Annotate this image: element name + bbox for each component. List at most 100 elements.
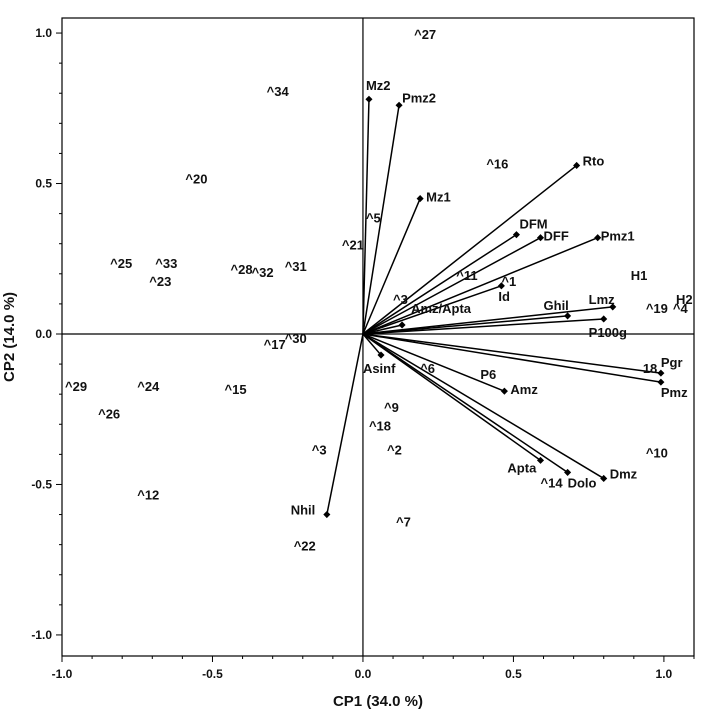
variable-label: Pmz1 <box>601 229 635 244</box>
vector-apta <box>362 333 541 461</box>
vector-tip-marker <box>657 369 665 377</box>
observation-label: ^18 <box>369 418 391 433</box>
vector-amz <box>362 333 505 392</box>
vector-tip-marker <box>497 282 505 290</box>
observation-label: ^19 <box>646 301 668 316</box>
variable-label: Dolo <box>568 475 597 490</box>
vector-pmz2 <box>362 105 400 335</box>
vector-pgr <box>362 333 661 374</box>
variable-label: H2 <box>676 292 693 307</box>
observation-label: ^10 <box>646 445 668 460</box>
observation-label: ^17 <box>264 337 286 352</box>
observation-label: ^29 <box>65 379 87 394</box>
variable-label: Rto <box>583 153 605 168</box>
vector-id <box>362 285 502 335</box>
vector-tip-marker <box>500 387 508 395</box>
observation-label: ^31 <box>285 259 307 274</box>
variable-label: Id <box>498 289 510 304</box>
vector-tip-marker <box>536 456 545 464</box>
x-axis-title: CP1 (34.0 %) <box>333 693 423 710</box>
observation-label: ^12 <box>137 488 159 503</box>
variable-label: P6 <box>480 367 496 382</box>
y-tick-label: 0.0 <box>35 327 52 341</box>
vector-nhil <box>326 333 364 515</box>
y-tick-label: 0.5 <box>35 177 52 191</box>
vector-tip-marker <box>573 161 581 169</box>
observation-label: ^6 <box>420 361 435 376</box>
vector-tip-marker <box>512 231 520 239</box>
observation-label: ^3 <box>393 292 408 307</box>
vector-pmz1 <box>362 236 598 335</box>
observation-label: ^32 <box>252 265 274 280</box>
vector-tip-marker <box>398 321 406 329</box>
variable-label: Ghil <box>544 298 569 313</box>
observation-label: ^14 <box>541 475 564 490</box>
observation-label: ^30 <box>285 331 307 346</box>
x-tick-label: -1.0 <box>52 667 73 681</box>
variable-label: Nhil <box>291 503 316 518</box>
observation-label: ^7 <box>396 515 411 530</box>
variable-label: Lmz <box>589 292 616 307</box>
vector-tip-marker <box>594 234 602 242</box>
variable-label: Amz <box>510 382 538 397</box>
observation-label: ^5 <box>366 211 381 226</box>
vector-tip-marker <box>323 511 331 519</box>
vector-tip-marker <box>416 195 424 203</box>
observation-label: ^2 <box>387 442 402 457</box>
variable-label: P100g <box>589 325 627 340</box>
vector-tip-marker <box>600 315 608 323</box>
y-axis: 1.0 0.5 0.0 -0.5 -1.0 <box>31 26 62 642</box>
vector-p100g <box>362 318 604 335</box>
vector-tip-marker <box>600 474 608 482</box>
variable-label: Pmz2 <box>402 90 436 105</box>
observation-label: ^1 <box>501 274 516 289</box>
y-axis-title: CP2 (14.0 %) <box>1 292 18 382</box>
x-tick-label: 0.0 <box>355 667 372 681</box>
y-tick-label: -0.5 <box>31 477 52 491</box>
observation-label: ^23 <box>149 274 171 289</box>
y-tick-label: 1.0 <box>35 26 52 40</box>
vector-pmz <box>362 333 662 383</box>
variable-label: Amz/Apta <box>411 301 472 316</box>
x-tick-label: 0.5 <box>505 667 522 681</box>
vector-tip-marker <box>609 303 617 311</box>
variable-label: Asinf <box>363 361 396 376</box>
variable-vectors <box>323 95 665 519</box>
variable-label: Dmz <box>610 466 638 481</box>
variable-label: DFF <box>544 229 569 244</box>
vector-tip-marker <box>395 101 403 109</box>
observations: ^27 ^34 ^16 ^20 ^5^21 ^25 ^33 ^23 ^28 ^32 ^31 ^11 ^1… <box>65 27 689 554</box>
x-tick-label: 1.0 <box>656 667 673 681</box>
vector-tip-marker <box>657 378 665 386</box>
vector-tip-marker <box>536 234 545 242</box>
vector-tip-marker <box>564 468 572 476</box>
observation-label: ^22 <box>294 539 316 554</box>
observation-label: ^33 <box>155 256 177 271</box>
observation-label: ^20 <box>185 172 207 187</box>
vector-rto <box>362 164 578 335</box>
observation-label: ^24 <box>137 379 160 394</box>
x-tick-label: -0.5 <box>202 667 223 681</box>
vector-tip-marker <box>564 312 572 320</box>
variable-label: Apta <box>507 460 537 475</box>
vector-ghil <box>362 315 568 335</box>
observation-label: ^16 <box>486 156 508 171</box>
observation-label: ^21 <box>342 238 364 253</box>
vector-lmz <box>362 306 613 335</box>
variable-label: Mz1 <box>426 190 451 205</box>
observation-label: ^15 <box>225 382 247 397</box>
observation-label: ^3 <box>312 442 327 457</box>
observation-label: ^4 <box>673 301 689 316</box>
observation-label: ^25 <box>110 256 132 271</box>
vector-dolo <box>362 333 569 474</box>
variable-label: 18 <box>643 361 657 376</box>
vector-amz-apta <box>362 324 403 335</box>
vector-tip-marker <box>365 95 373 103</box>
observation-label: ^28 <box>231 262 253 277</box>
variable-label: Pgr <box>661 355 683 370</box>
variable-label: H1 <box>631 268 648 283</box>
vector-asinf <box>362 333 382 356</box>
plot-frame <box>61 17 695 657</box>
